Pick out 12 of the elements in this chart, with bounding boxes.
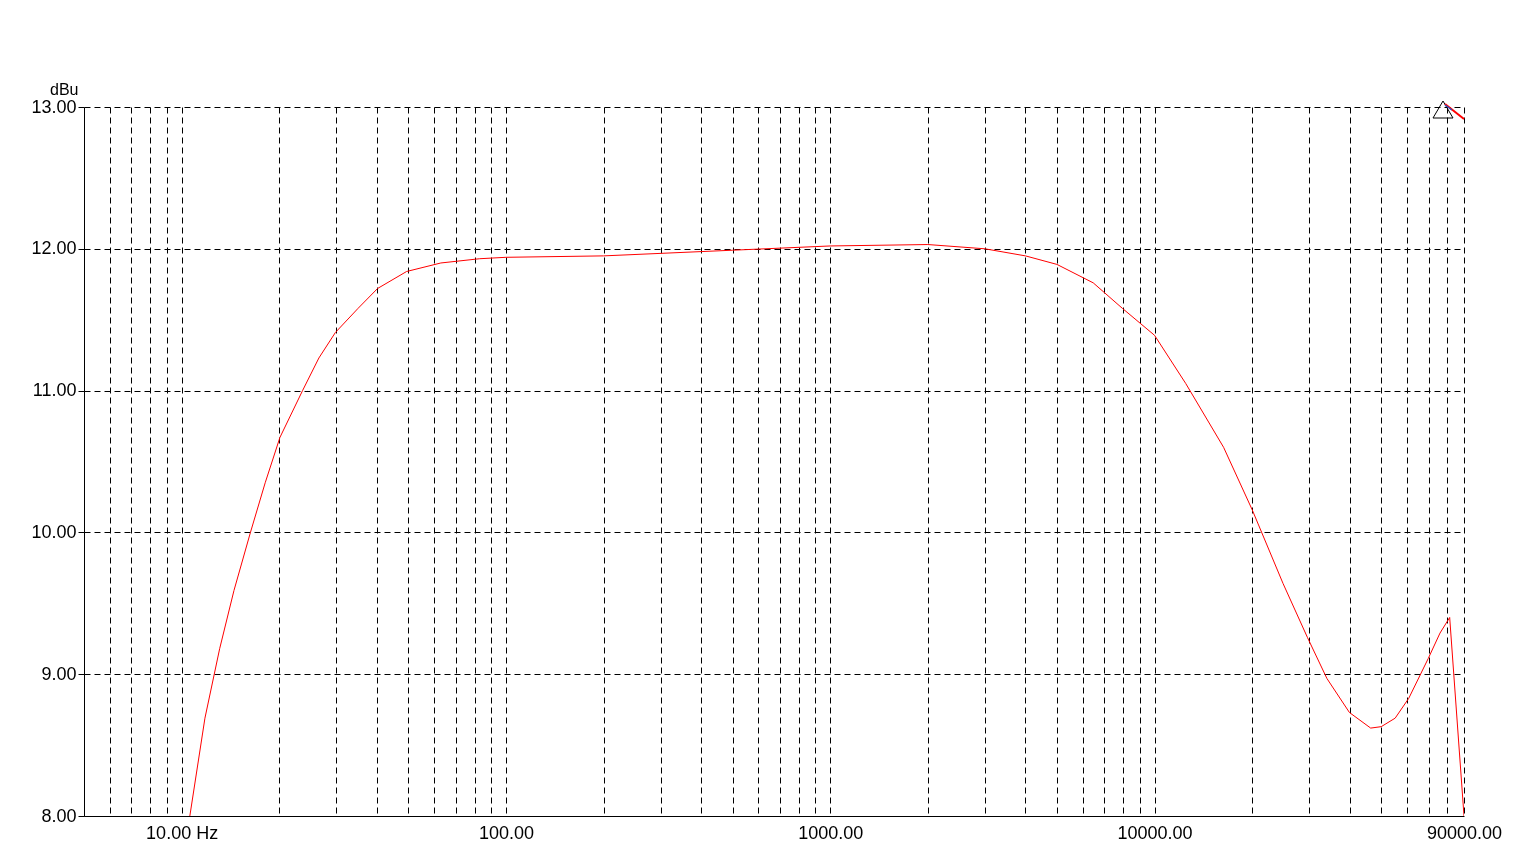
y-tick-label: 13.00 — [31, 96, 77, 117]
x-tick-label: 10.00 Hz — [146, 822, 219, 843]
y-tick-label: 12.00 — [31, 238, 77, 259]
y-tick-label: 8.00 — [41, 805, 77, 826]
x-tick-label: 10000.00 — [1117, 822, 1193, 843]
x-tick-label: 1000.00 — [798, 822, 864, 843]
y-tick-label: 10.00 — [31, 521, 77, 542]
y-axis-title: dBu — [50, 80, 79, 98]
y-tick-label: 11.00 — [32, 380, 77, 401]
x-tick-label: 100.00 — [478, 822, 534, 843]
x-tick-label: 90000.00 — [1426, 822, 1503, 843]
y-tick-label: 9.00 — [41, 663, 77, 684]
